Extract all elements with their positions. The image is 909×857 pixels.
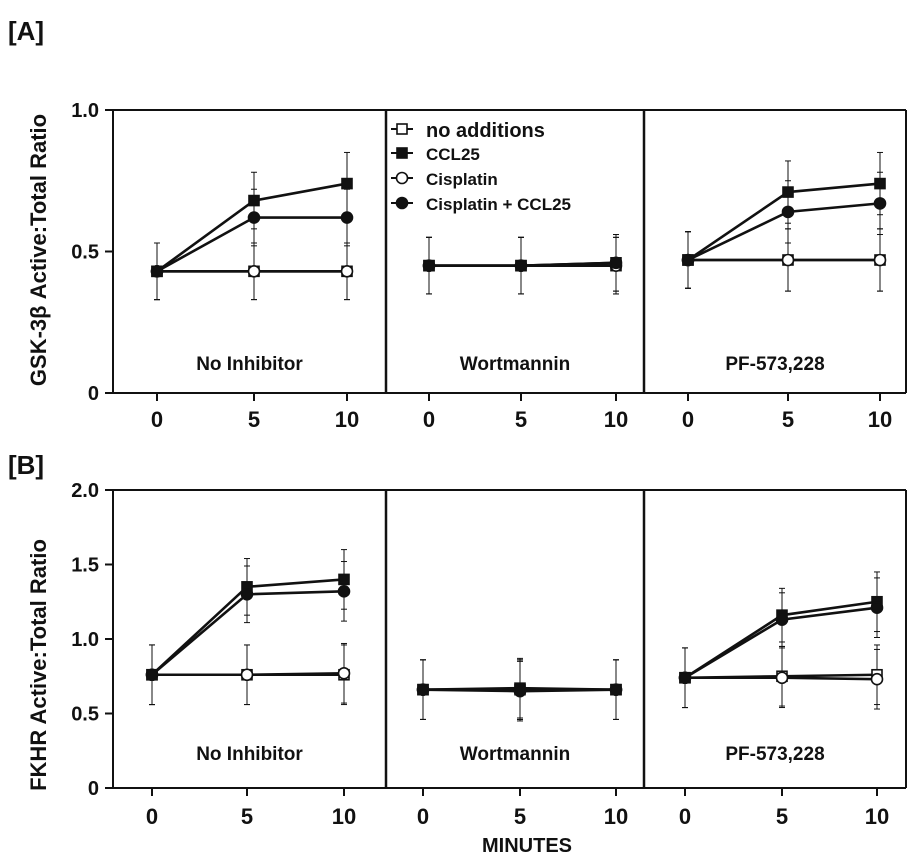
subpanel-no-inhibitor: 0 5 10 No Inhibitor	[145, 549, 356, 829]
data-point-cisplatin-ccl25	[775, 613, 789, 626]
x-tick-label: 0	[417, 804, 429, 829]
data-point-cisplatin-ccl25	[340, 211, 354, 224]
legend-label-no-additions: no additions	[426, 120, 545, 142]
y-tick-label: 1.5	[71, 555, 99, 577]
x-tick-label: 10	[604, 804, 628, 829]
data-point-ccl25	[338, 573, 350, 586]
data-point-cisplatin-ccl25	[609, 683, 623, 696]
subpanel-wortmannin: 0 5 10 Wortmannin	[422, 234, 628, 432]
y-tick-label: 0.5	[71, 704, 99, 726]
panel-a: 0 0.5 1.0 0 5 10 No Inhibitor 0 5 10 Wortmannin 0 5 1…	[71, 100, 907, 432]
data-point-cisplatin	[873, 253, 887, 267]
subpanel-pf-573-228: 0 5 10 PF-573,228	[678, 571, 889, 829]
data-point-cisplatin-ccl25	[514, 259, 528, 272]
data-point-cisplatin	[781, 253, 795, 267]
legend-label-ccl25: CCL25	[426, 145, 480, 164]
x-tick-label: 10	[868, 407, 892, 432]
subpanel-no-inhibitor: 0 5 10 No Inhibitor	[150, 151, 359, 432]
data-point-cisplatin-ccl25	[337, 585, 351, 598]
x-tick-label: 5	[515, 407, 527, 432]
subpanel-wortmannin: 0 5 10 Wortmannin	[416, 657, 628, 829]
y-tick-label: 1.0	[71, 629, 99, 651]
data-point-cisplatin-ccl25	[422, 259, 436, 272]
data-point-ccl25	[248, 194, 260, 207]
x-tick-label: 5	[776, 804, 788, 829]
data-point-cisplatin-ccl25	[678, 671, 692, 685]
legend-entry-cisplatin-ccl25: Cisplatin + CCL25	[391, 195, 571, 214]
data-point-cisplatin-ccl25	[416, 683, 430, 696]
subpanel-title: Wortmannin	[460, 744, 570, 765]
series-line-cisplatin-ccl25	[151, 590, 345, 676]
data-point-cisplatin-ccl25	[870, 601, 884, 615]
x-tick-label: 10	[865, 804, 889, 829]
data-point-cisplatin-ccl25	[513, 684, 527, 698]
x-tick-label: 5	[514, 804, 526, 829]
x-tick-label: 0	[423, 407, 435, 432]
data-point-cisplatin-ccl25	[873, 197, 887, 210]
y-tick-label: 0.5	[71, 242, 99, 264]
y-tick-label: 0	[88, 778, 99, 800]
data-point-cisplatin-ccl25	[145, 668, 159, 682]
panel-b-y-axis-label: FKHR Active:Total Ratio	[26, 539, 51, 791]
subpanel-pf-573-228: 0 5 10 PF-573,228	[681, 151, 892, 432]
data-point-cisplatin-ccl25	[240, 587, 254, 601]
panel-b-label: [B]	[8, 450, 44, 480]
x-tick-label: 5	[241, 804, 253, 829]
data-point-ccl25	[341, 177, 353, 190]
legend-entry-cisplatin: Cisplatin	[391, 170, 498, 189]
data-point-ccl25	[874, 177, 886, 190]
data-point-cisplatin-ccl25	[609, 256, 623, 270]
y-tick-label: 0	[88, 383, 99, 405]
x-tick-label: 10	[604, 407, 628, 432]
data-point-cisplatin	[775, 671, 789, 685]
legend: no additions CCL25 Cisplatin Cisplatin +…	[391, 120, 571, 214]
plot-layer: 0 0.5 1.0 0 5 10 No Inhibitor 0 5 10 Wortmannin 0 5 1…	[71, 100, 907, 829]
subpanel-title: PF-573,228	[725, 744, 824, 765]
data-point-cisplatin-ccl25	[781, 205, 795, 219]
x-tick-label: 5	[782, 407, 794, 432]
subpanel-title: No Inhibitor	[196, 354, 303, 375]
x-tick-label: 10	[332, 804, 356, 829]
panel-a-label: [A]	[8, 16, 44, 46]
subpanel-title: PF-573,228	[725, 354, 824, 375]
y-tick-label: 1.0	[71, 100, 99, 122]
data-point-cisplatin	[240, 668, 254, 682]
series-line-cisplatin-ccl25	[156, 216, 347, 273]
filled-square-marker-icon	[396, 147, 408, 159]
data-point-cisplatin	[247, 265, 261, 278]
legend-entry-no-additions: no additions	[391, 120, 545, 142]
data-point-cisplatin	[340, 265, 354, 278]
legend-label-cisplatin: Cisplatin	[426, 170, 498, 189]
open-circle-marker-icon	[395, 171, 409, 185]
panel-b: 0 0.5 1.0 1.5 2.0 0 5 10 No Inhibitor 0 5 10 Wortman…	[71, 480, 907, 829]
open-square-marker-icon	[396, 123, 408, 135]
subpanel-title: No Inhibitor	[196, 744, 303, 765]
x-tick-label: 0	[146, 804, 158, 829]
filled-circle-marker-icon	[395, 196, 409, 210]
data-point-cisplatin	[870, 672, 884, 686]
x-tick-label: 0	[679, 804, 691, 829]
x-tick-label: 0	[682, 407, 694, 432]
data-point-ccl25	[782, 186, 794, 198]
legend-label-cisplatin-ccl25: Cisplatin + CCL25	[426, 195, 571, 214]
data-point-cisplatin	[337, 666, 351, 680]
data-point-cisplatin-ccl25	[247, 211, 261, 224]
subpanel-title: Wortmannin	[460, 354, 570, 375]
y-tick-label: 2.0	[71, 480, 99, 502]
x-tick-label: 10	[335, 407, 359, 432]
x-axis-title: MINUTES	[482, 835, 572, 857]
panel-a-y-axis-label: GSK-3β Active:Total Ratio	[26, 114, 51, 386]
legend-entry-ccl25: CCL25	[391, 145, 480, 164]
x-tick-label: 0	[151, 407, 163, 432]
data-point-cisplatin-ccl25	[681, 253, 695, 267]
x-tick-label: 5	[248, 407, 260, 432]
data-point-cisplatin-ccl25	[150, 265, 164, 278]
